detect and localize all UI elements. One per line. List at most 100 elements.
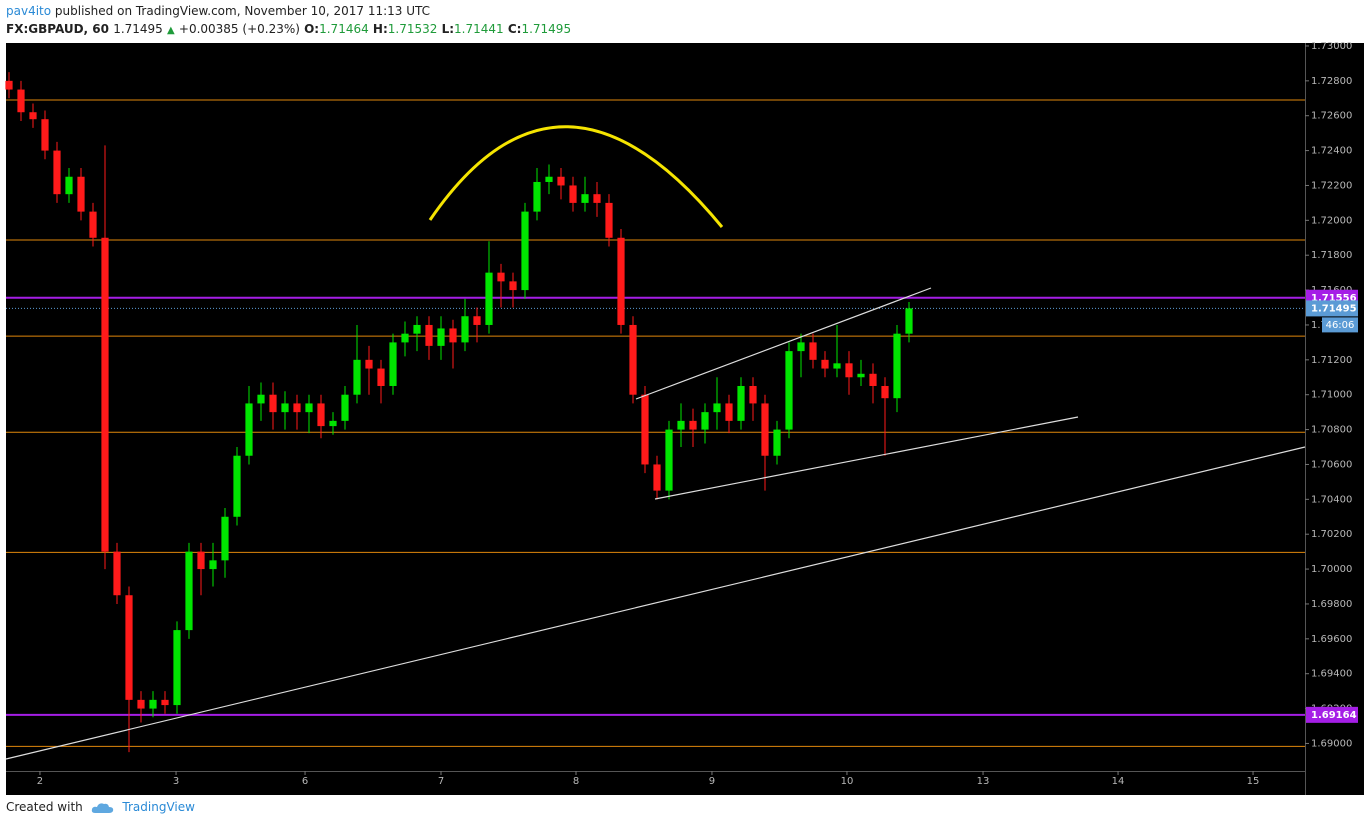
candle-body xyxy=(53,150,61,195)
candle-body xyxy=(269,394,277,413)
candle-body xyxy=(497,272,505,282)
change: +0.00385 (+0.23%) xyxy=(178,22,300,36)
x-tick-label: 6 xyxy=(302,776,308,787)
candle-body xyxy=(689,420,697,430)
candle-body xyxy=(101,237,109,552)
low: 1.71441 xyxy=(454,22,504,36)
candle-body xyxy=(785,351,793,430)
candle-body xyxy=(509,281,517,291)
candle-body xyxy=(149,699,157,709)
y-tick-label: 1.69600 xyxy=(1311,634,1352,645)
candle-body xyxy=(317,403,325,427)
trend-line xyxy=(5,446,1306,760)
candle-body xyxy=(5,80,13,90)
candle-body xyxy=(221,516,229,561)
level-label: 1.69164 xyxy=(1311,710,1357,721)
y-tick-label: 1.73000 xyxy=(1311,41,1352,52)
candle-body xyxy=(377,368,385,386)
y-tick-label: 1.71200 xyxy=(1311,355,1352,366)
candle-body xyxy=(89,211,97,238)
logo xyxy=(91,802,113,813)
x-tick-label: 9 xyxy=(709,776,715,787)
x-tick-label: 3 xyxy=(173,776,179,787)
up-arrow: ▲ xyxy=(167,25,175,36)
candle-body xyxy=(305,403,313,413)
y-tick-label: 1.69800 xyxy=(1311,599,1352,610)
candle-body xyxy=(449,328,457,343)
brand[interactable]: TradingView xyxy=(122,800,195,814)
candle-body xyxy=(65,176,73,195)
candle-body xyxy=(197,551,205,570)
high: 1.71532 xyxy=(387,22,438,36)
candle-body xyxy=(461,316,469,343)
candle-body xyxy=(257,394,265,404)
candle-body xyxy=(353,359,361,395)
y-tick-label: 1.72200 xyxy=(1311,180,1352,191)
o-label: O: xyxy=(304,22,320,36)
x-tick-label: 14 xyxy=(1112,776,1125,787)
candle-body xyxy=(701,412,709,430)
y-tick-label: 1.70400 xyxy=(1311,494,1352,505)
candle-body xyxy=(521,211,529,291)
x-tick-label: 8 xyxy=(573,776,579,787)
x-tick-label: 13 xyxy=(977,776,990,787)
candle-body xyxy=(473,316,481,325)
timer-label: 46:06 xyxy=(1326,320,1355,331)
candle-body xyxy=(329,420,337,427)
candle-body xyxy=(185,551,193,631)
candle-body xyxy=(665,429,673,491)
candle-body xyxy=(401,333,409,343)
candle-body xyxy=(653,464,661,491)
candle-body xyxy=(281,403,289,413)
candle-body xyxy=(713,403,721,413)
chart-background xyxy=(6,43,1364,795)
candle-body xyxy=(557,176,565,186)
trend-line xyxy=(654,416,1079,500)
candle-body xyxy=(77,176,85,212)
author: pav4ito xyxy=(6,4,52,18)
candle-body xyxy=(905,308,913,334)
c-label: C: xyxy=(507,22,522,36)
candle-body xyxy=(869,373,877,386)
x-tick-label: 10 xyxy=(841,776,854,787)
candle-body xyxy=(737,385,745,421)
candle-body xyxy=(821,359,829,369)
candle-body xyxy=(137,699,145,709)
candle-body xyxy=(725,403,733,421)
published: published on TradingView.com, November 1… xyxy=(54,4,431,18)
footer: Created with TradingView xyxy=(6,800,195,815)
candle-body xyxy=(605,202,613,238)
candle-body xyxy=(17,89,25,113)
timer-box xyxy=(1322,317,1358,333)
created-with: Created with xyxy=(6,800,83,814)
l-label: L: xyxy=(441,22,455,36)
x-tick-label: 2 xyxy=(37,776,43,787)
open: 1.71464 xyxy=(319,22,369,36)
drawings xyxy=(5,125,1306,760)
candle-body xyxy=(209,560,217,570)
candle-body xyxy=(881,385,889,399)
y-tick-label: 1.72800 xyxy=(1311,76,1352,87)
candle-body xyxy=(809,342,817,360)
candle-body xyxy=(749,385,757,404)
candle-body xyxy=(677,420,685,430)
candle-body xyxy=(617,237,625,325)
candle-body xyxy=(533,181,541,212)
candle-body xyxy=(593,194,601,203)
x-tick-label: 15 xyxy=(1247,776,1260,787)
trend-line xyxy=(635,287,932,400)
candle-body xyxy=(761,403,769,456)
header-line-2: FX:GBPAUD, 60 1.71495 ▲ +0.00385 (+0.23%… xyxy=(6,22,571,36)
candle-body xyxy=(569,185,577,203)
candle-body xyxy=(581,194,589,203)
candle-body xyxy=(485,272,493,325)
y-tick-label: 1.71000 xyxy=(1311,390,1352,401)
y-tick-label: 1.69000 xyxy=(1311,738,1352,749)
x-tick-label: 7 xyxy=(438,776,444,787)
y-tick-label: 1.72600 xyxy=(1311,111,1352,122)
candle-body xyxy=(425,324,433,346)
y-tick-label: 1.72000 xyxy=(1311,215,1352,226)
candle-body xyxy=(629,324,637,395)
candle-body xyxy=(173,630,181,706)
